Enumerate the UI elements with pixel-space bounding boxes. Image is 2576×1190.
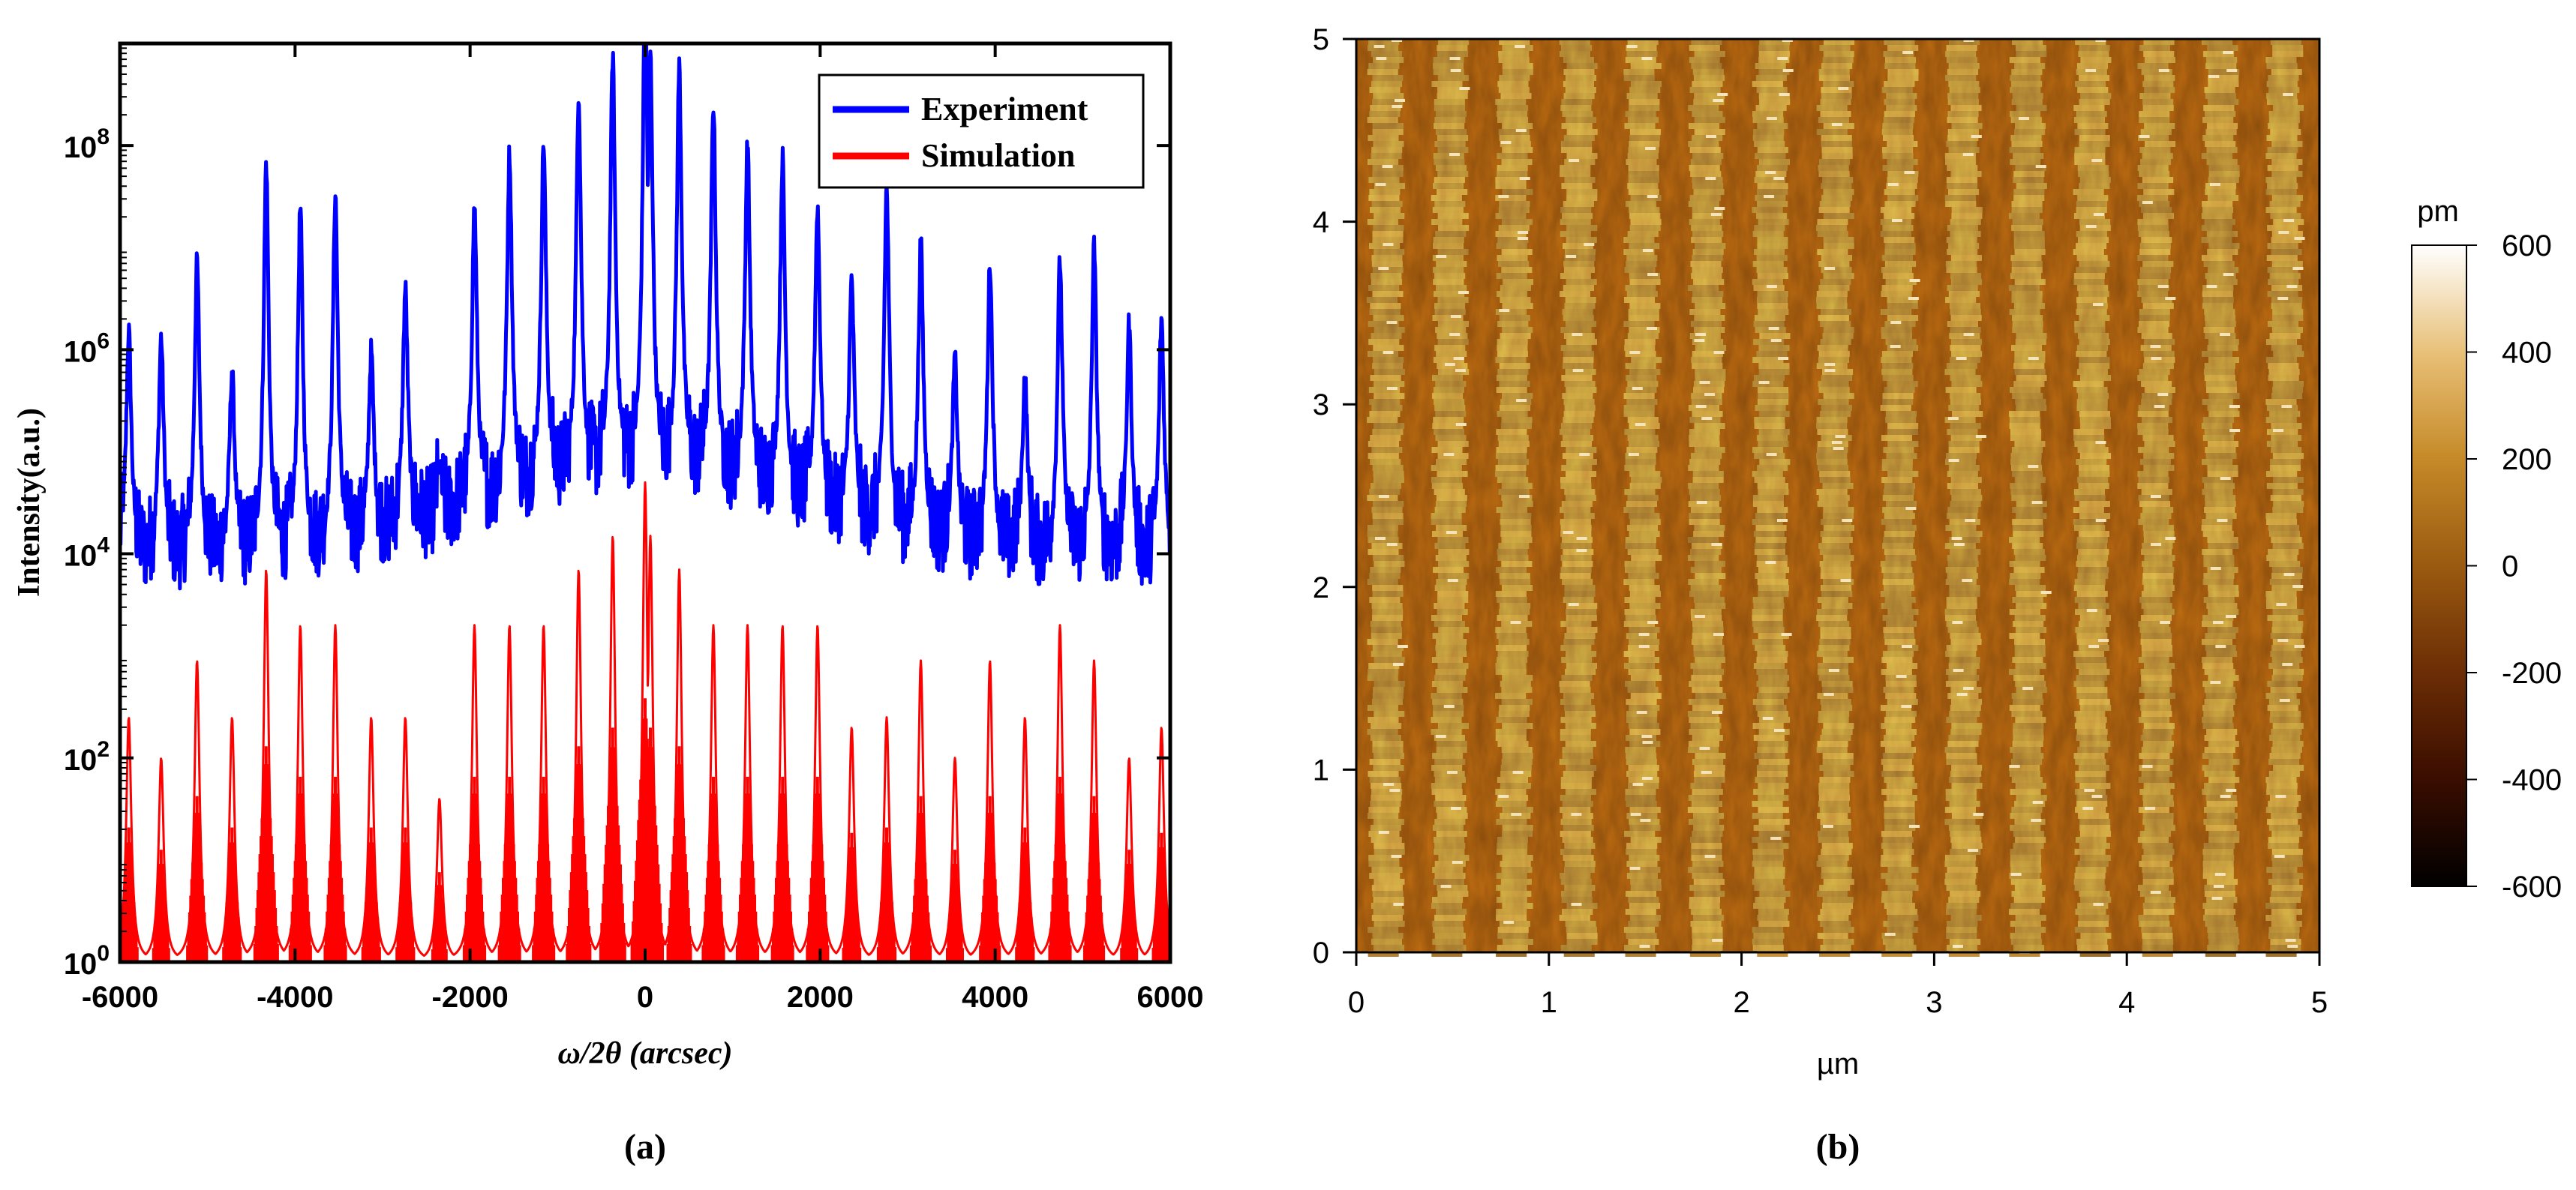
x-tick-label-a: -2000 — [432, 981, 509, 1014]
afm-stripe-segment — [2265, 951, 2297, 957]
colorbar-unit: pm — [2417, 195, 2459, 228]
legend-experiment-label: Experiment — [921, 91, 1088, 127]
afm-stripe-segment — [1496, 951, 1527, 957]
y-tick-label-a: 108 — [64, 124, 110, 164]
afm-stripe-segment — [1757, 951, 1788, 957]
y-tick-label-b: 3 — [1313, 388, 1329, 421]
y-tick-label-b: 1 — [1313, 754, 1329, 787]
x-tick-label-a: 6000 — [1137, 981, 1204, 1014]
colorbar-tick-label: -400 — [2502, 764, 2562, 797]
x-tick-label-b: 3 — [1926, 986, 1942, 1019]
legend-simulation-label: Simulation — [921, 137, 1075, 174]
x-tick-label-b: 2 — [1733, 986, 1749, 1019]
afm-stripe-segment — [1819, 951, 1851, 957]
x-tick-label-a: 2000 — [787, 981, 854, 1014]
afm-stripe-segment — [1689, 951, 1721, 957]
colorbar-tick-label: 0 — [2502, 550, 2518, 583]
colorbar-gradient — [2411, 244, 2467, 887]
afm-stripe-segment — [2142, 951, 2173, 957]
y-tick-label-a: 100 — [64, 941, 110, 981]
afm-texture — [1356, 39, 2319, 952]
colorbar-tick-label: -200 — [2502, 657, 2562, 690]
afm-stripe-segment — [1625, 951, 1656, 957]
y-tick-label-a: 104 — [64, 533, 110, 573]
y-tick-label-a: 106 — [64, 328, 110, 368]
panel-label-a: (a) — [624, 1127, 666, 1167]
legend-box — [818, 73, 1145, 189]
colorbar-tick-label: 600 — [2502, 229, 2552, 262]
axes-frame-b — [1355, 37, 2321, 954]
y-tick-label-a: 102 — [64, 737, 110, 777]
x-tick-label-b: 1 — [1541, 986, 1557, 1019]
y-tick-label-b: 5 — [1313, 23, 1329, 56]
afm-stripe-segment — [1563, 951, 1595, 957]
x-tick-label-a: 4000 — [962, 981, 1028, 1014]
tick-group-a: -6000 -4000 -2000 0 2000 4000 6000 100 102 104 106… — [64, 43, 1204, 1014]
x-tick-label-a: 0 — [637, 981, 653, 1014]
legend: Experiment Simulation — [818, 73, 1145, 189]
x-axis-label-a: ω/2θ (arcsec) — [558, 1036, 733, 1071]
afm-stripe-segment — [1948, 951, 1980, 957]
afm-stripe-segment — [1881, 951, 1913, 957]
x-tick-label-a: -6000 — [82, 981, 158, 1014]
afm-stripe-segment — [1368, 951, 1399, 957]
colorbar-tick-label: -600 — [2502, 871, 2562, 904]
panel-a-xrd-chart: -6000 -4000 -2000 0 2000 4000 6000 100 102 104 106… — [12, 41, 1204, 1167]
x-tick-label-b: 4 — [2118, 986, 2135, 1019]
x-tick-label-b: 5 — [2311, 986, 2328, 1019]
series-group — [120, 43, 1170, 962]
colorbar-tick-label: 200 — [2502, 443, 2552, 476]
afm-stripe-segment — [2079, 951, 2111, 957]
colorbar-tick-label: 400 — [2502, 337, 2552, 370]
y-tick-label-b: 2 — [1313, 571, 1329, 604]
colorbar-ticks: 600 400 200 0 -200 -400 -600 — [2466, 229, 2562, 904]
x-axis-label-b: µm — [1817, 1048, 1859, 1081]
y-axis-label-a: Intensity(a.u.) — [12, 408, 47, 597]
y-tick-label-b: 4 — [1313, 206, 1329, 239]
panel-b-afm-image: 0 1 2 3 4 5 0 1 2 3 4 5 µm (b) pm 600 400 200 0 -200 -40… — [1313, 23, 2562, 1167]
afm-stripe-segment — [2205, 951, 2236, 957]
afm-stripe-segment — [1431, 951, 1463, 957]
colorbar: pm 600 400 200 0 -200 -400 -600 — [2411, 195, 2562, 904]
tick-group-b: 0 1 2 3 4 5 0 1 2 3 4 5 — [1313, 23, 2328, 1019]
series-experiment-line — [120, 43, 1170, 591]
x-tick-label-a: -4000 — [257, 981, 333, 1014]
panel-label-b: (b) — [1816, 1127, 1860, 1167]
y-tick-label-b: 0 — [1313, 937, 1329, 970]
x-tick-label-b: 0 — [1348, 986, 1365, 1019]
